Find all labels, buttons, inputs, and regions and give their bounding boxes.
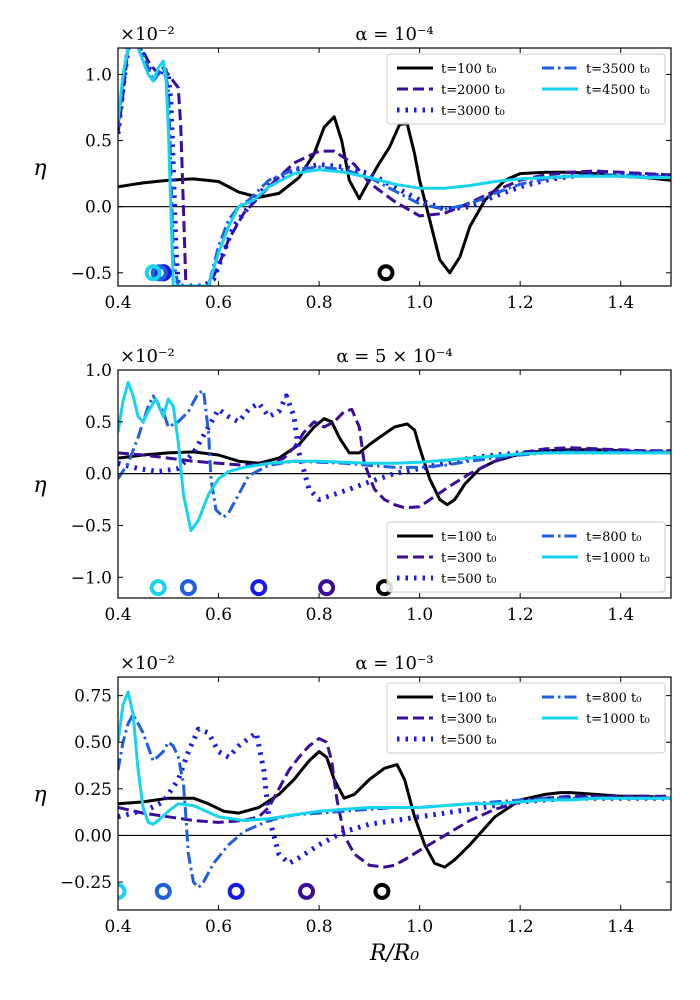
- x-tick-label: 0.6: [205, 293, 232, 313]
- chart-title: α = 10⁻⁴: [355, 24, 433, 45]
- legend-label-2: t=300 t₀: [441, 551, 497, 566]
- x-tick-label: 1.0: [406, 605, 433, 625]
- series-marker-3: [227, 882, 245, 900]
- y-tick-label: 0.0: [85, 198, 112, 218]
- x-tick-label: 0.4: [104, 917, 131, 937]
- y-tick-label: 0.50: [74, 733, 112, 753]
- panel-1: 0.4 0.6 0.8 1.0 1.2 1.4 −0.5 0.0 0.5 1.0 α = 10⁻⁴ ×…: [33, 24, 672, 313]
- legend-label-3: t=500 t₀: [441, 572, 497, 587]
- legend-box: [386, 682, 666, 754]
- series-line-1: [118, 750, 671, 869]
- x-tick-label: 1.2: [507, 605, 534, 625]
- series-line-3: [118, 726, 671, 866]
- legend-label-4: t=800 t₀: [586, 530, 642, 545]
- legend-label-3: t=500 t₀: [441, 733, 497, 748]
- series-marker-5: [118, 882, 127, 900]
- plot-area: [118, 380, 671, 597]
- chart-title: α = 10⁻³: [355, 653, 433, 674]
- scale-label: ×10⁻²: [120, 346, 175, 367]
- panel-2: 0.4 0.6 0.8 1.0 1.2 1.4 −1.0 −0.5 0.0 0.5 1.0 α = 5…: [33, 346, 672, 625]
- plot-frame: [117, 676, 672, 911]
- y-tick-label: −1.0: [71, 568, 112, 588]
- series-marker-2: [318, 579, 336, 597]
- series-marker-1: [373, 882, 391, 900]
- legend: t=100 t₀ t=300 t₀ t=500 t₀ t=800 t₀ t=1000 t…: [386, 521, 666, 593]
- x-tick-label: 1.0: [406, 293, 433, 313]
- legend-label-4: t=3500 t₀: [586, 62, 650, 77]
- series-marker-1: [377, 264, 395, 282]
- y-tick-label: 0.5: [85, 132, 112, 152]
- plot-area: [118, 690, 671, 900]
- series-line-1: [118, 115, 671, 275]
- x-tick-label: 0.6: [205, 605, 232, 625]
- series-line-2: [118, 407, 671, 510]
- chart-title: α = 5 × 10⁻⁴: [336, 346, 452, 367]
- y-tick-label: 0.0: [85, 465, 112, 485]
- x-tick-label: 1.2: [507, 917, 534, 937]
- series-marker-3: [250, 579, 268, 597]
- legend: t=100 t₀ t=2000 t₀ t=3000 t₀ t=3500 t₀ t=450…: [386, 53, 666, 125]
- legend-label-5: t=4500 t₀: [586, 83, 650, 98]
- scale-label: ×10⁻²: [120, 653, 175, 674]
- x-tick-label: 0.8: [306, 605, 333, 625]
- scale-label: ×10⁻²: [120, 24, 175, 45]
- y-tick-label: 0.75: [74, 687, 112, 707]
- y-tick-label: −0.5: [71, 264, 112, 284]
- series-marker-5: [144, 264, 162, 282]
- legend-label-3: t=3000 t₀: [441, 104, 505, 119]
- y-tick-label: −0.5: [71, 516, 112, 536]
- series-marker-4: [150, 264, 168, 282]
- x-tick-label: 0.6: [205, 917, 232, 937]
- y-axis-label: η: [33, 783, 46, 808]
- legend-label-5: t=1000 t₀: [586, 551, 650, 566]
- legend-label-1: t=100 t₀: [441, 62, 497, 77]
- x-tick-label: 1.4: [607, 917, 634, 937]
- legend-box: [386, 521, 666, 593]
- legend-box: [386, 53, 666, 125]
- series-line-4: [118, 712, 671, 890]
- series-line-3: [118, 48, 671, 286]
- legend-label-1: t=100 t₀: [441, 691, 497, 706]
- legend: t=100 t₀ t=300 t₀ t=500 t₀ t=800 t₀ t=1000 t…: [386, 682, 666, 754]
- y-tick-label: −0.25: [60, 873, 112, 893]
- x-tick-label: 0.4: [104, 293, 131, 313]
- legend-label-1: t=100 t₀: [441, 530, 497, 545]
- series-line-4: [118, 48, 671, 286]
- x-tick-label: 0.8: [306, 917, 333, 937]
- series-line-5: [118, 48, 671, 286]
- y-tick-label: 1.0: [85, 65, 112, 85]
- plot-area: [118, 48, 671, 286]
- x-axis-label: R/R₀: [369, 941, 420, 966]
- legend-label-5: t=1000 t₀: [586, 712, 650, 727]
- y-axis-label: η: [33, 473, 46, 498]
- x-tick-label: 0.8: [306, 293, 333, 313]
- series-line-5: [118, 690, 671, 826]
- y-tick-label: 0.00: [74, 826, 112, 846]
- series-marker-2: [298, 882, 316, 900]
- legend-label-2: t=300 t₀: [441, 712, 497, 727]
- series-line-2: [118, 737, 671, 869]
- series-marker-5: [149, 579, 167, 597]
- x-tick-label: 0.4: [104, 605, 131, 625]
- panel-3: 0.4 0.6 0.8 1.0 1.2 1.4 −0.25 0.00 0.25 0.50 0.75 α…: [33, 653, 672, 937]
- y-tick-label: 0.25: [74, 780, 112, 800]
- series-marker-4: [179, 579, 197, 597]
- y-tick-label: 0.5: [85, 413, 112, 433]
- legend-label-4: t=800 t₀: [586, 691, 642, 706]
- series-marker-4: [154, 882, 172, 900]
- x-tick-label: 1.2: [507, 293, 534, 313]
- y-tick-label: 1.0: [85, 361, 112, 381]
- plot-frame: [117, 369, 672, 599]
- series-line-3: [118, 393, 671, 502]
- legend-label-2: t=2000 t₀: [441, 83, 505, 98]
- plot-frame: [117, 47, 672, 287]
- x-tick-label: 1.0: [406, 917, 433, 937]
- y-axis-label: η: [33, 156, 46, 181]
- x-tick-label: 1.4: [607, 605, 634, 625]
- series-line-5: [118, 380, 671, 533]
- x-tick-label: 1.4: [607, 293, 634, 313]
